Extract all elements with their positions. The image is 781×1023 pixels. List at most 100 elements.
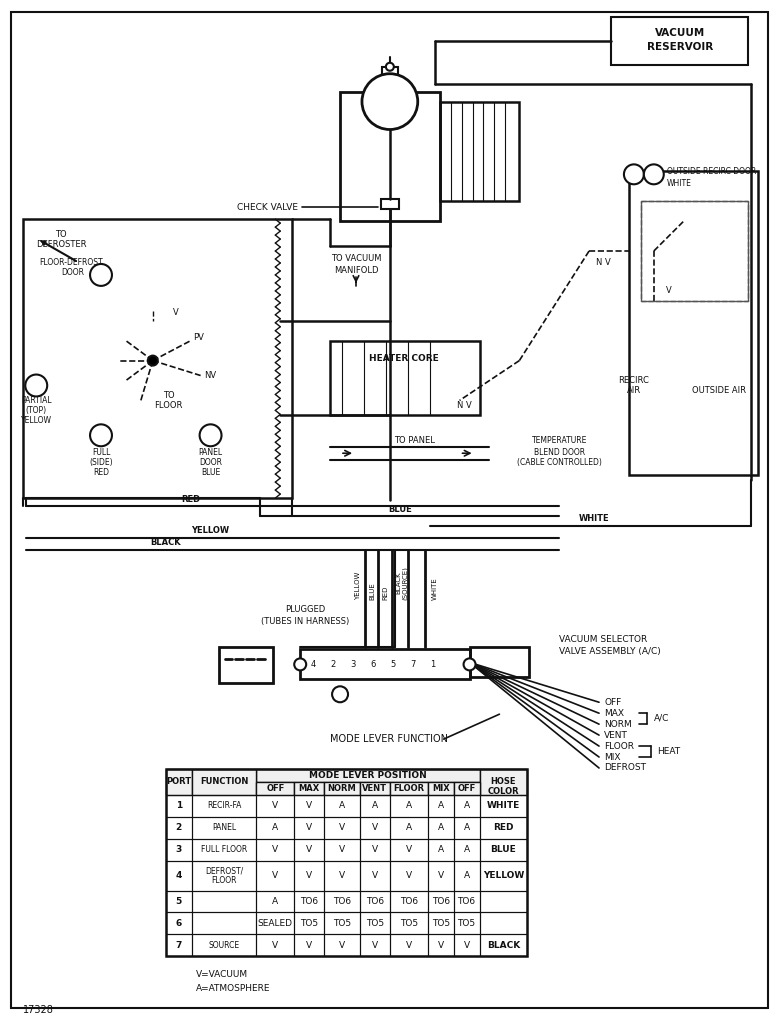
Circle shape	[90, 264, 112, 285]
Text: V: V	[339, 871, 345, 880]
Bar	[191, 913, 256, 934]
Text: RECIRC: RECIRC	[619, 376, 649, 385]
Text: OUTSIDE AIR: OUTSIDE AIR	[691, 386, 746, 395]
Bar	[23, 219, 292, 498]
Text: TO6: TO6	[300, 897, 318, 906]
Text: PANEL: PANEL	[198, 448, 223, 456]
Text: VENT: VENT	[604, 730, 628, 740]
Text: OFF: OFF	[266, 784, 284, 793]
Bar	[390, 860, 428, 890]
Text: V: V	[339, 941, 345, 949]
Bar	[454, 890, 480, 913]
Text: WHITE: WHITE	[579, 515, 609, 524]
Bar	[191, 795, 256, 816]
Text: TO6: TO6	[400, 897, 418, 906]
Text: A: A	[437, 824, 444, 833]
Bar	[324, 934, 360, 957]
Bar	[480, 839, 527, 860]
Bar	[256, 816, 294, 839]
Text: A: A	[437, 801, 444, 810]
Circle shape	[200, 425, 222, 446]
Text: MANIFOLD: MANIFOLD	[333, 266, 378, 275]
Text: PANEL: PANEL	[212, 824, 236, 833]
Text: HEATER CORE: HEATER CORE	[369, 354, 439, 363]
Bar	[166, 816, 191, 839]
Bar	[360, 816, 390, 839]
Text: V: V	[306, 941, 312, 949]
Bar	[480, 816, 527, 839]
Bar	[324, 860, 360, 890]
Circle shape	[644, 165, 664, 184]
Bar	[191, 769, 256, 795]
Text: V: V	[437, 941, 444, 949]
Text: 1: 1	[176, 801, 182, 810]
Circle shape	[25, 374, 47, 397]
Bar	[390, 782, 428, 795]
Bar	[360, 782, 390, 795]
Text: V=VACUUM: V=VACUUM	[195, 970, 248, 979]
Text: BLUE: BLUE	[369, 582, 375, 599]
Text: DEFROST: DEFROST	[604, 763, 646, 772]
Circle shape	[386, 62, 394, 71]
Text: A: A	[463, 824, 469, 833]
Bar	[324, 890, 360, 913]
Bar	[428, 934, 454, 957]
Bar	[428, 782, 454, 795]
Text: V: V	[437, 871, 444, 880]
Text: YELLOW: YELLOW	[191, 527, 230, 535]
Text: BLUE: BLUE	[490, 845, 516, 854]
Text: OFF: OFF	[458, 784, 476, 793]
Text: 2: 2	[176, 824, 182, 833]
Circle shape	[294, 659, 306, 670]
Text: TO PANEL: TO PANEL	[394, 436, 435, 445]
Bar	[360, 913, 390, 934]
Text: VACUUM: VACUUM	[654, 28, 704, 38]
Bar	[166, 913, 191, 934]
Text: 6: 6	[176, 919, 182, 928]
Text: (CABLE CONTROLLED): (CABLE CONTROLLED)	[517, 457, 601, 466]
Bar	[641, 202, 748, 301]
Text: PORT: PORT	[166, 777, 191, 787]
Bar	[428, 816, 454, 839]
Text: VALVE ASSEMBLY (A/C): VALVE ASSEMBLY (A/C)	[559, 647, 661, 656]
Text: 5: 5	[176, 897, 182, 906]
Text: 4: 4	[311, 660, 316, 669]
Bar	[360, 795, 390, 816]
Bar	[166, 890, 191, 913]
Text: OFF: OFF	[604, 698, 621, 707]
Text: BLACK
(SOURCE): BLACK (SOURCE)	[395, 566, 408, 599]
Text: TO6: TO6	[458, 897, 476, 906]
Bar	[294, 890, 324, 913]
Text: V: V	[306, 824, 312, 833]
Text: TO5: TO5	[300, 919, 318, 928]
Text: TO: TO	[163, 391, 174, 400]
Bar	[340, 92, 440, 221]
Bar	[166, 934, 191, 957]
Bar	[256, 890, 294, 913]
Text: A: A	[405, 801, 412, 810]
Text: TO5: TO5	[366, 919, 384, 928]
Bar	[454, 913, 480, 934]
Text: V: V	[273, 845, 278, 854]
Text: PLUGGED: PLUGGED	[285, 606, 326, 614]
Text: N V: N V	[596, 259, 611, 267]
Text: A: A	[372, 801, 378, 810]
Bar	[294, 860, 324, 890]
Text: TO6: TO6	[432, 897, 450, 906]
Text: FLOOR: FLOOR	[155, 401, 183, 410]
Text: V: V	[372, 941, 378, 949]
Text: 7B: 7B	[95, 431, 107, 440]
Text: V: V	[666, 286, 672, 296]
Text: TO5: TO5	[400, 919, 418, 928]
Text: 7: 7	[98, 270, 105, 280]
Text: DEFROST/: DEFROST/	[205, 866, 243, 875]
Bar	[294, 795, 324, 816]
Text: A: A	[463, 845, 469, 854]
Text: BLACK: BLACK	[151, 538, 181, 547]
Circle shape	[464, 659, 476, 670]
Text: RED: RED	[383, 585, 389, 599]
Text: N V: N V	[457, 401, 472, 410]
Text: TO5: TO5	[333, 919, 351, 928]
Bar	[480, 769, 527, 795]
Bar	[480, 934, 527, 957]
